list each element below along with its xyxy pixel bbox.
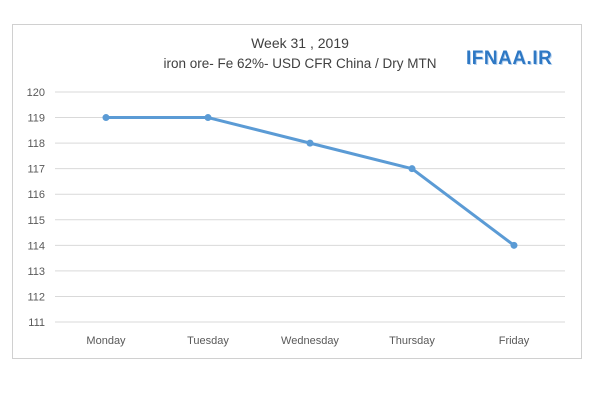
x-tick-label-monday: Monday bbox=[86, 335, 126, 347]
data-point-wednesday bbox=[306, 139, 314, 147]
data-point-thursday bbox=[408, 165, 416, 173]
y-tick-label-120: 120 bbox=[27, 87, 45, 99]
series-line-0 bbox=[104, 116, 516, 247]
x-tick-label-wednesday: Wednesday bbox=[281, 335, 339, 347]
y-tick-label-115: 115 bbox=[27, 215, 45, 227]
chart-subtitle: iron ore- Fe 62%- USD CFR China / Dry MT… bbox=[163, 56, 437, 71]
y-tick-label-112: 112 bbox=[27, 291, 45, 303]
y-tick-label-118: 118 bbox=[27, 138, 45, 150]
x-axis-tick-labels: Monday Tuesday Wednesday Thursday Friday bbox=[86, 335, 529, 347]
chart-title: Week 31 , 2019 bbox=[251, 35, 349, 51]
y-tick-label-114: 114 bbox=[27, 240, 45, 252]
gridlines bbox=[55, 91, 565, 323]
y-tick-label-117: 117 bbox=[27, 164, 45, 176]
y-tick-label-111: 111 bbox=[28, 317, 45, 329]
y-tick-label-113: 113 bbox=[27, 266, 45, 278]
data-point-monday bbox=[102, 114, 110, 122]
data-point-tuesday bbox=[204, 114, 212, 122]
x-tick-label-friday: Friday bbox=[499, 335, 530, 347]
y-tick-label-119: 119 bbox=[27, 113, 45, 125]
series-layer bbox=[102, 114, 518, 249]
data-point-friday bbox=[510, 241, 518, 249]
x-tick-label-tuesday: Tuesday bbox=[187, 335, 229, 347]
watermark-logo: IFNAA.IR bbox=[466, 48, 553, 69]
y-tick-label-116: 116 bbox=[27, 189, 45, 201]
chart-frame bbox=[12, 24, 582, 359]
x-tick-label-thursday: Thursday bbox=[389, 335, 435, 347]
y-axis-tick-labels: 120 119 118 117 116 115 114 113 112 111 bbox=[27, 87, 45, 329]
